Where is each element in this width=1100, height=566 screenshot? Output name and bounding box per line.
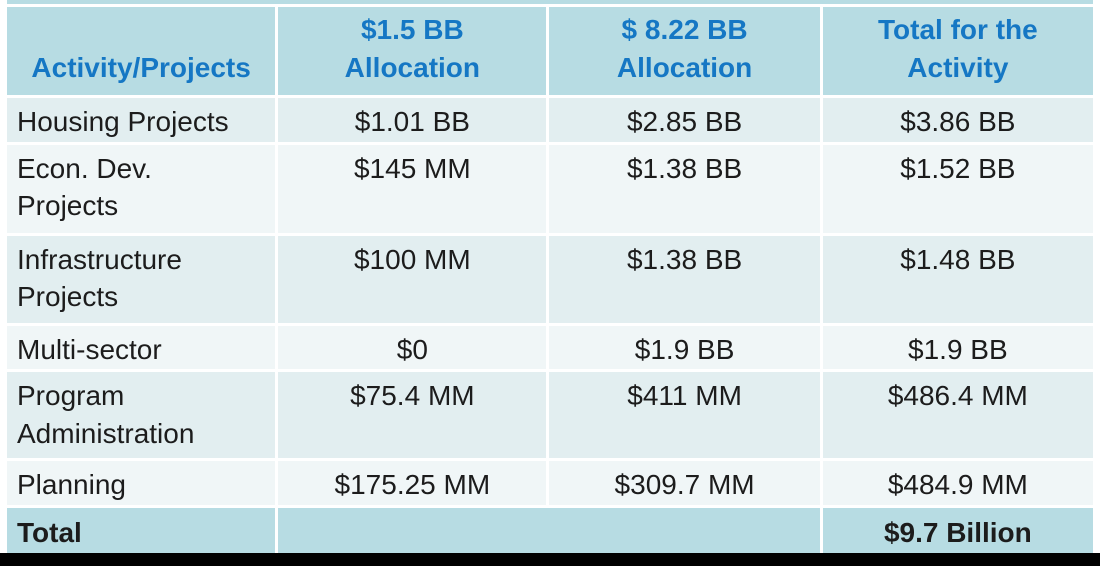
cell-alloc-8-22bb: $309.7 MM [549, 461, 820, 506]
cell-alloc-8-22bb: $2.85 BB [549, 97, 820, 142]
table-row-econ-dev-projects: Econ. Dev. Projects $145 MM $1.38 BB $1.… [7, 144, 1093, 233]
cell-alloc-8-22bb: $411 MM [549, 372, 820, 459]
cell-alloc-8-22bb: $1.38 BB [549, 144, 820, 233]
cell-activity-total: $1.48 BB [822, 235, 1093, 323]
cell-alloc-1-5bb: $145 MM [278, 144, 547, 233]
table-row-program-administration: Program Administration $75.4 MM $411 MM … [7, 372, 1093, 459]
col-header-8-22bb-allocation: $ 8.22 BB Allocation [549, 7, 820, 95]
cell-activity: Multi-sector [7, 325, 276, 370]
budget-allocation-table: Activity/Projects $1.5 BB Allocation $ 8… [4, 4, 1096, 562]
cell-activity: Econ. Dev. Projects [7, 144, 276, 233]
total-merged-empty-cell [278, 508, 820, 560]
cell-activity-total: $1.52 BB [822, 144, 1093, 233]
cell-alloc-1-5bb: $100 MM [278, 235, 547, 323]
cell-activity: Housing Projects [7, 97, 276, 142]
cell-activity-total: $1.9 BB [822, 325, 1093, 370]
cell-alloc-1-5bb: $0 [278, 325, 547, 370]
cell-alloc-1-5bb: $75.4 MM [278, 372, 547, 459]
total-label: Total [7, 508, 276, 560]
table-row-multi-sector: Multi-sector $0 $1.9 BB $1.9 BB [7, 325, 1093, 370]
cell-alloc-8-22bb: $1.38 BB [549, 235, 820, 323]
col-header-1-5bb-allocation: $1.5 BB Allocation [278, 7, 547, 95]
table-row-planning: Planning $175.25 MM $309.7 MM $484.9 MM [7, 461, 1093, 506]
table-row-housing-projects: Housing Projects $1.01 BB $2.85 BB $3.86… [7, 97, 1093, 142]
cell-alloc-1-5bb: $175.25 MM [278, 461, 547, 506]
cell-activity: Program Administration [7, 372, 276, 459]
table-row-total: Total $9.7 Billion [7, 508, 1093, 560]
table-header-row: Activity/Projects $1.5 BB Allocation $ 8… [7, 7, 1093, 95]
top-accent-strip [7, 0, 1093, 4]
cell-activity: Infrastructure Projects [7, 235, 276, 323]
cell-activity-total: $3.86 BB [822, 97, 1093, 142]
grand-total-value: $9.7 Billion [822, 508, 1093, 560]
table-row-infrastructure-projects: Infrastructure Projects $100 MM $1.38 BB… [7, 235, 1093, 323]
bottom-black-bar [0, 553, 1100, 566]
cell-activity-total: $484.9 MM [822, 461, 1093, 506]
cell-alloc-8-22bb: $1.9 BB [549, 325, 820, 370]
cell-activity: Planning [7, 461, 276, 506]
cell-activity-total: $486.4 MM [822, 372, 1093, 459]
col-header-total-for-activity: Total for the Activity [822, 7, 1093, 95]
cell-alloc-1-5bb: $1.01 BB [278, 97, 547, 142]
col-header-activity-projects: Activity/Projects [7, 7, 276, 95]
